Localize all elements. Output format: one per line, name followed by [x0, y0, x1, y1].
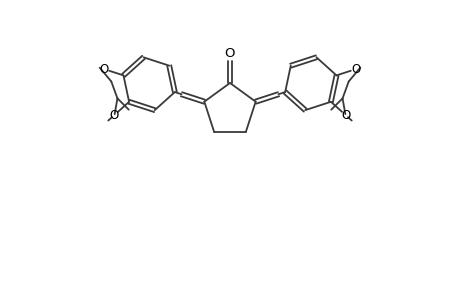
Text: O: O — [109, 109, 118, 122]
Text: O: O — [350, 63, 359, 76]
Text: O: O — [224, 46, 235, 59]
Text: O: O — [100, 63, 109, 76]
Text: O: O — [341, 109, 350, 122]
